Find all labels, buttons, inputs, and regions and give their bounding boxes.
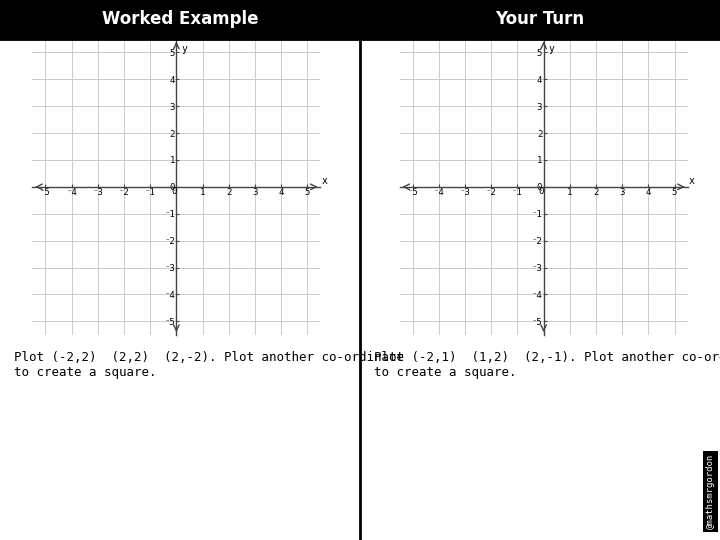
- Text: x: x: [322, 176, 328, 186]
- Text: y: y: [181, 44, 187, 53]
- Text: Your Turn: Your Turn: [495, 10, 585, 29]
- Text: @mathsmrgordon: @mathsmrgordon: [706, 454, 715, 529]
- Text: 0: 0: [171, 187, 176, 196]
- Text: y: y: [549, 44, 554, 53]
- Text: Worked Example: Worked Example: [102, 10, 258, 29]
- Text: 0: 0: [539, 187, 544, 196]
- Text: Plot (-2,1)  (1,2)  (2,-1). Plot another co-ordinate
to create a square.: Plot (-2,1) (1,2) (2,-1). Plot another c…: [374, 351, 720, 379]
- Text: x: x: [689, 176, 695, 186]
- Text: Plot (-2,2)  (2,2)  (2,-2). Plot another co-ordinate
to create a square.: Plot (-2,2) (2,2) (2,-2). Plot another c…: [14, 351, 405, 379]
